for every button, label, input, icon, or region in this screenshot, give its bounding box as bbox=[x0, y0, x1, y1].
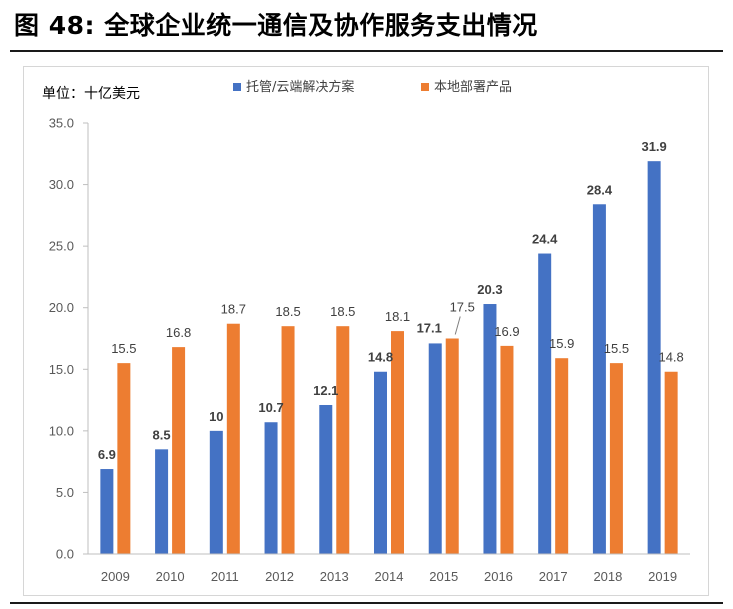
bar-on-premise bbox=[172, 347, 186, 554]
x-tick-label: 2010 bbox=[156, 569, 185, 584]
data-label-hosted-cloud: 20.3 bbox=[477, 282, 502, 297]
data-label-on-premise: 15.9 bbox=[549, 336, 574, 351]
y-tick-label: 15.0 bbox=[49, 362, 74, 377]
x-tick-label: 2012 bbox=[265, 569, 294, 584]
x-tick-label: 2009 bbox=[101, 569, 130, 584]
bar-on-premise bbox=[609, 363, 623, 554]
data-label-on-premise: 16.8 bbox=[166, 325, 191, 340]
x-tick-label: 2013 bbox=[320, 569, 349, 584]
bar-hosted-cloud bbox=[647, 161, 661, 554]
bar-on-premise bbox=[664, 371, 678, 554]
bar-hosted-cloud bbox=[592, 204, 606, 554]
bar-hosted-cloud bbox=[209, 430, 223, 554]
y-tick-label: 0.0 bbox=[56, 547, 74, 562]
bar-on-premise bbox=[500, 345, 514, 554]
data-label-on-premise: 15.5 bbox=[111, 341, 136, 356]
bar-on-premise bbox=[117, 363, 131, 554]
data-label-hosted-cloud: 17.1 bbox=[417, 320, 442, 335]
bar-on-premise bbox=[555, 358, 569, 554]
bottom-rule bbox=[10, 602, 723, 604]
title-rule bbox=[10, 50, 723, 52]
y-tick-label: 35.0 bbox=[49, 116, 74, 131]
data-label-hosted-cloud: 6.9 bbox=[98, 447, 116, 462]
y-tick-label: 30.0 bbox=[49, 177, 74, 192]
figure-title: 图 48: 全球企业统一通信及协作服务支出情况 bbox=[14, 11, 538, 40]
data-label-hosted-cloud: 28.4 bbox=[587, 182, 613, 197]
data-label-hosted-cloud: 14.8 bbox=[368, 350, 393, 365]
x-axis: 2009 2010 2011 2012 2013 2014 2015 2016 2017 2018… bbox=[88, 553, 690, 584]
bar-on-premise bbox=[391, 331, 404, 554]
data-label-hosted-cloud: 24.4 bbox=[532, 232, 558, 247]
data-label-hosted-cloud: 31.9 bbox=[641, 139, 666, 154]
bars: 6.9 15.5 8.5 16.8 10 18.7 10.7 18.5 12.1 18.5 14.8… bbox=[98, 139, 684, 554]
data-label-on-premise: 15.5 bbox=[604, 341, 629, 356]
data-label-on-premise: 16.9 bbox=[494, 324, 519, 339]
x-tick-label: 2019 bbox=[648, 569, 677, 584]
x-tick-label: 2016 bbox=[484, 569, 513, 584]
data-label-on-premise: 14.8 bbox=[658, 350, 683, 365]
data-label-on-premise: 18.7 bbox=[221, 302, 246, 317]
bar-on-premise bbox=[445, 338, 459, 554]
x-tick-label: 2018 bbox=[593, 569, 622, 584]
legend: 托管/云端解决方案 本地部署产品 bbox=[233, 79, 512, 95]
data-label-on-premise: 18.5 bbox=[330, 304, 355, 319]
bar-hosted-cloud bbox=[374, 371, 387, 554]
bar-on-premise bbox=[336, 326, 350, 554]
data-label-hosted-cloud: 10.7 bbox=[258, 400, 283, 415]
bar-hosted-cloud bbox=[100, 469, 114, 554]
x-tick-label: 2015 bbox=[429, 569, 458, 584]
data-label-hosted-cloud: 10 bbox=[209, 409, 223, 424]
bar-hosted-cloud bbox=[155, 449, 169, 554]
y-axis: 0.0 5.0 10.0 15.0 20.0 25.0 30.0 35.0 bbox=[49, 116, 89, 562]
bar-on-premise bbox=[281, 326, 295, 554]
x-tick-label: 2011 bbox=[211, 569, 239, 584]
legend-swatch bbox=[421, 83, 429, 91]
bar-on-premise bbox=[226, 323, 240, 554]
bar-hosted-cloud bbox=[538, 253, 552, 554]
x-tick-label: 2014 bbox=[375, 569, 404, 584]
bar-hosted-cloud bbox=[264, 422, 278, 554]
bar-hosted-cloud bbox=[428, 343, 442, 554]
data-label-hosted-cloud: 12.1 bbox=[313, 383, 338, 398]
bar-hosted-cloud bbox=[319, 404, 333, 554]
legend-label: 托管/云端解决方案 bbox=[246, 79, 354, 95]
y-tick-label: 25.0 bbox=[49, 239, 74, 254]
legend-label: 本地部署产品 bbox=[434, 80, 512, 95]
x-tick-label: 2017 bbox=[539, 569, 568, 584]
data-label-hosted-cloud: 8.5 bbox=[153, 427, 171, 442]
legend-swatch bbox=[233, 83, 241, 91]
y-tick-label: 20.0 bbox=[49, 300, 74, 315]
bar-hosted-cloud bbox=[483, 304, 497, 554]
unit-label: 单位：十亿美元 bbox=[42, 86, 140, 102]
y-tick-label: 10.0 bbox=[49, 423, 74, 438]
data-label-on-premise: 17.5 bbox=[450, 300, 475, 315]
data-label-on-premise: 18.1 bbox=[385, 309, 410, 324]
data-label-on-premise: 18.5 bbox=[275, 304, 300, 319]
y-tick-label: 5.0 bbox=[56, 485, 74, 500]
leader-line bbox=[454, 316, 461, 335]
